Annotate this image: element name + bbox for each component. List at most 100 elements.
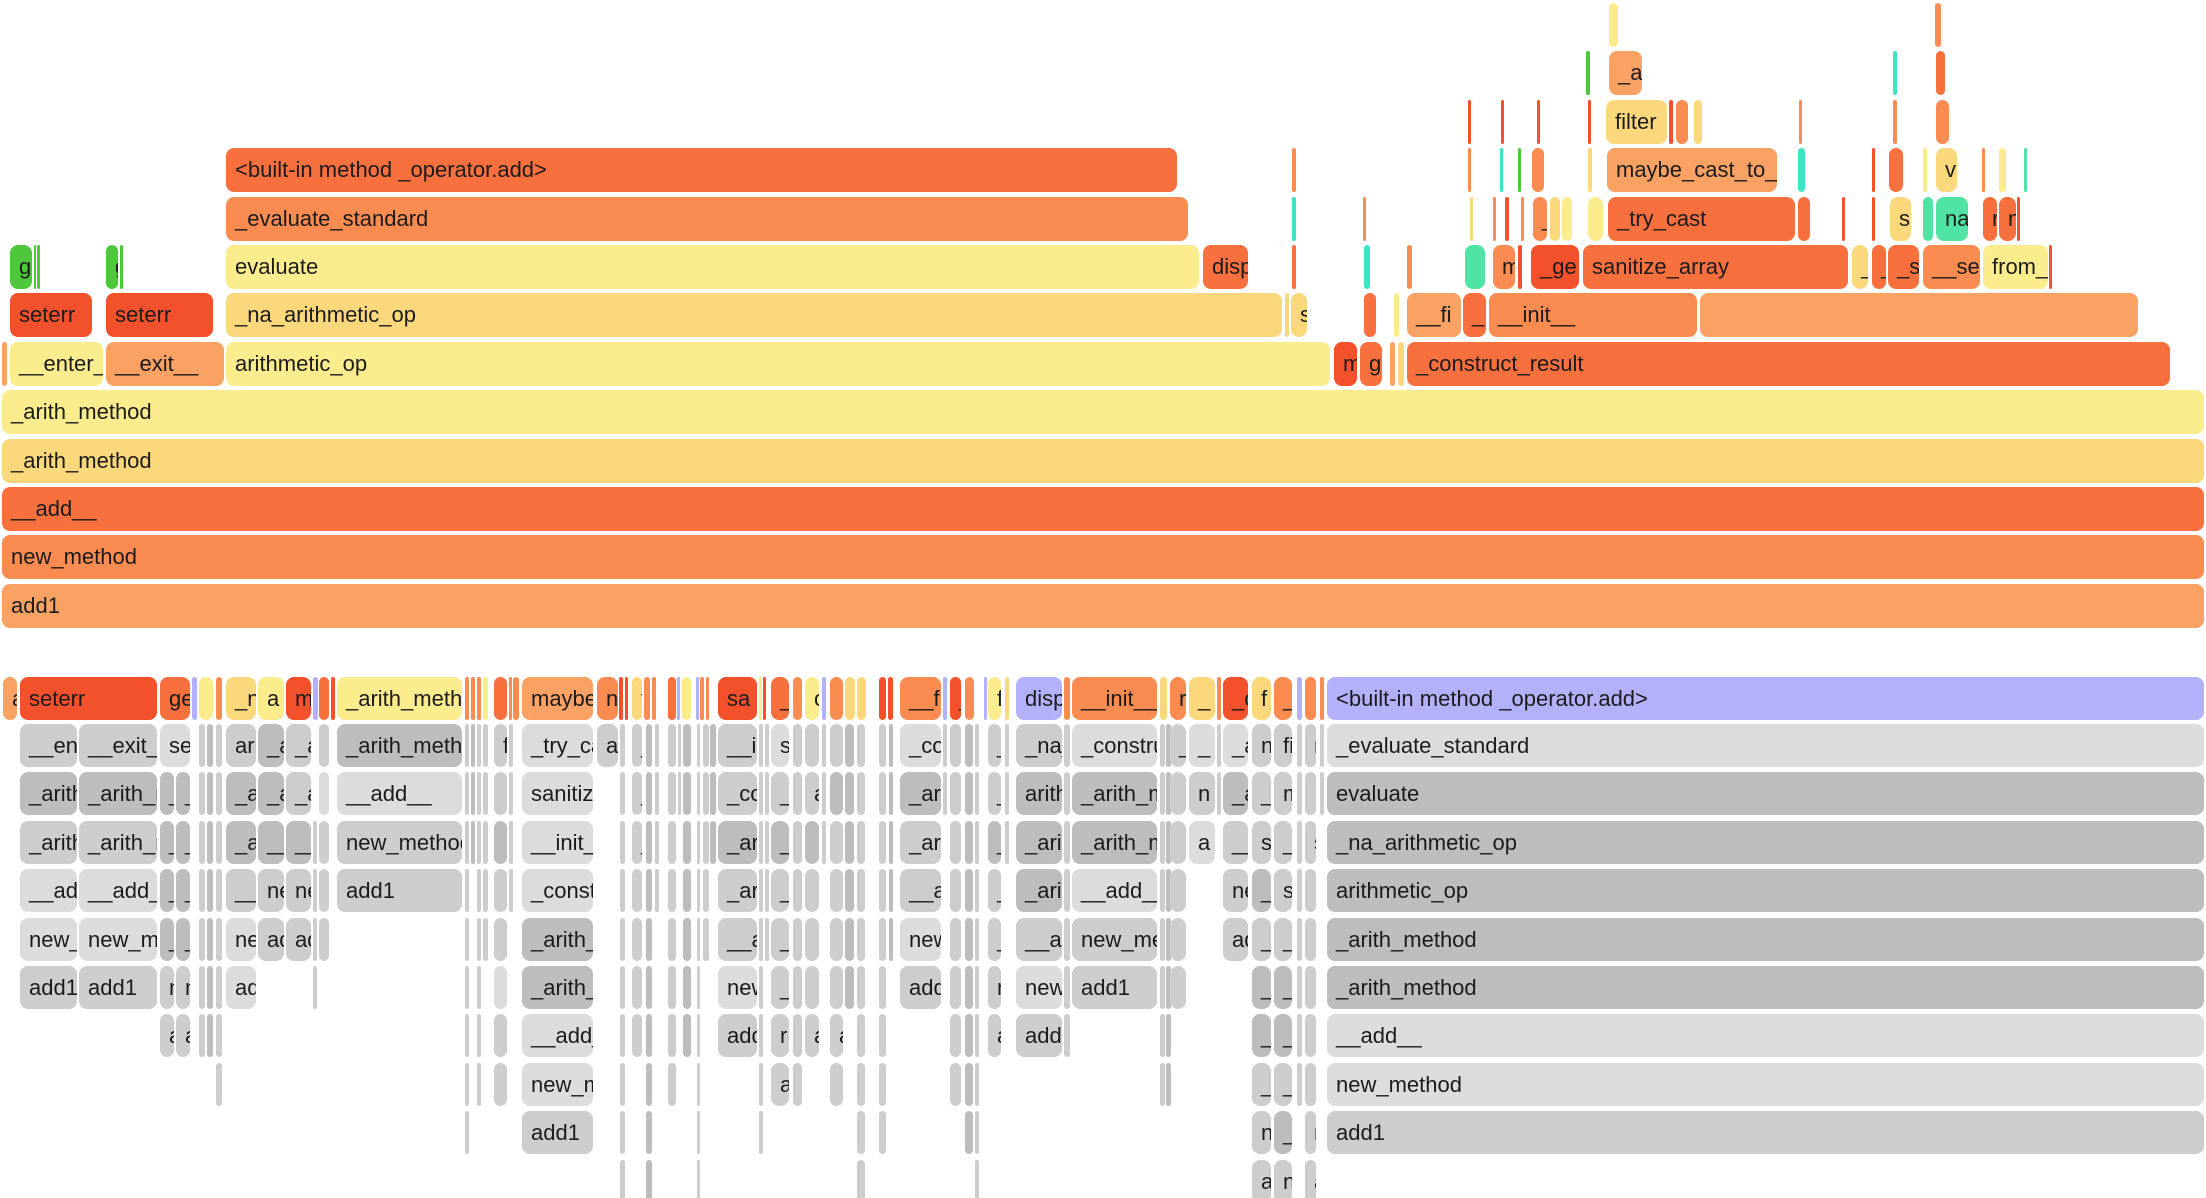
flame-frame[interactable] (1694, 99, 1702, 144)
caller-frame[interactable] (1170, 869, 1186, 913)
caller-frame[interactable] (207, 1014, 213, 1058)
leaf-frame[interactable]: n (597, 677, 618, 720)
leaf-frame[interactable] (1320, 677, 1324, 720)
caller-frame[interactable] (216, 1062, 222, 1106)
flame-frame[interactable] (34, 245, 36, 289)
flame-frame[interactable]: r (1983, 196, 1997, 241)
caller-frame[interactable]: _arith_method (522, 966, 593, 1009)
leaf-frame[interactable] (759, 677, 762, 720)
flame-frame[interactable] (1798, 196, 1810, 241)
caller-frame[interactable]: add1 (286, 917, 311, 961)
caller-frame[interactable] (199, 966, 205, 1009)
leaf-frame[interactable] (192, 677, 197, 720)
caller-frame[interactable] (1160, 1014, 1165, 1058)
caller-frame[interactable] (646, 772, 652, 816)
caller-frame[interactable]: _arith_method (286, 772, 311, 816)
caller-frame[interactable] (830, 966, 843, 1009)
flame-frame[interactable] (1537, 99, 1540, 144)
flame-frame[interactable] (1501, 99, 1504, 144)
flame-frame[interactable] (1398, 341, 1404, 386)
caller-frame[interactable] (199, 724, 205, 767)
flame-frame[interactable]: arithmetic_op (226, 341, 1330, 386)
caller-frame[interactable] (668, 966, 676, 1009)
flame-frame[interactable] (1493, 196, 1496, 241)
leaf-frame[interactable] (879, 677, 886, 720)
caller-frame[interactable] (620, 772, 625, 816)
leaf-frame[interactable] (644, 677, 650, 720)
caller-frame[interactable] (216, 820, 222, 864)
caller-frame[interactable]: __add__ (79, 869, 157, 913)
caller-frame[interactable]: add1 (718, 1014, 757, 1058)
caller-frame[interactable] (477, 917, 481, 961)
caller-frame[interactable]: __enter__ (160, 772, 174, 816)
caller-frame[interactable]: n (988, 966, 1001, 1009)
caller-frame[interactable]: _arith_method (1327, 966, 2204, 1009)
caller-frame[interactable]: a (805, 1014, 819, 1058)
flame-frame[interactable] (1468, 148, 1471, 193)
caller-frame[interactable]: _arith_method (79, 820, 157, 864)
caller-frame[interactable] (950, 1014, 961, 1058)
caller-frame[interactable]: add1 (1072, 966, 1157, 1009)
caller-frame[interactable] (678, 724, 681, 767)
caller-frame[interactable] (1005, 820, 1009, 864)
caller-frame[interactable] (319, 820, 329, 864)
caller-frame[interactable]: _na_arithmetic_op (1016, 724, 1062, 767)
caller-frame[interactable] (313, 966, 317, 1009)
caller-frame[interactable] (509, 869, 513, 913)
caller-frame[interactable] (879, 772, 886, 816)
leaf-frame[interactable]: __f (900, 677, 941, 720)
caller-frame[interactable] (703, 869, 709, 913)
caller-frame[interactable]: f (494, 724, 507, 767)
leaf-frame[interactable] (216, 677, 222, 720)
flame-frame[interactable] (1285, 293, 1289, 338)
flame-frame[interactable] (1588, 99, 1591, 144)
caller-frame[interactable] (889, 772, 893, 816)
leaf-frame[interactable] (1005, 677, 1009, 720)
caller-frame[interactable] (1170, 917, 1186, 961)
caller-frame[interactable] (1297, 724, 1302, 767)
caller-frame[interactable] (494, 1014, 507, 1058)
caller-frame[interactable]: a (1252, 1159, 1271, 1198)
caller-frame[interactable]: new_method (337, 820, 462, 864)
caller-frame[interactable] (494, 772, 507, 816)
caller-frame[interactable] (1166, 966, 1171, 1009)
caller-frame[interactable] (793, 772, 802, 816)
caller-frame[interactable]: _evaluate_standard (1327, 724, 2204, 767)
caller-frame[interactable] (199, 917, 205, 961)
caller-frame[interactable] (471, 772, 475, 816)
caller-frame[interactable] (805, 820, 819, 864)
flame-frame[interactable]: m (1493, 245, 1515, 289)
caller-frame[interactable] (646, 820, 652, 864)
leaf-frame[interactable] (1064, 677, 1070, 720)
leaf-frame[interactable] (477, 677, 481, 720)
flame-frame[interactable] (1364, 245, 1370, 289)
caller-frame[interactable]: __add__ (900, 869, 941, 913)
caller-frame[interactable] (683, 1014, 691, 1058)
caller-frame[interactable] (879, 1062, 886, 1106)
caller-frame[interactable]: a (1189, 820, 1215, 864)
caller-frame[interactable] (494, 917, 507, 961)
caller-frame[interactable]: fi (1274, 724, 1292, 767)
leaf-frame[interactable] (1297, 677, 1302, 720)
caller-frame[interactable] (477, 772, 481, 816)
caller-frame[interactable] (207, 724, 213, 767)
leaf-frame[interactable]: disp (1016, 677, 1062, 720)
caller-frame[interactable] (632, 917, 642, 961)
leaf-frame[interactable]: i (965, 677, 974, 720)
caller-frame[interactable] (477, 1014, 481, 1058)
caller-frame[interactable]: new_method (1223, 869, 1248, 913)
caller-frame[interactable] (216, 917, 222, 961)
caller-frame[interactable] (950, 1062, 961, 1106)
caller-frame[interactable]: add1 (176, 1014, 190, 1058)
caller-frame[interactable]: __init__ (718, 724, 757, 767)
caller-frame[interactable] (759, 1111, 763, 1155)
caller-frame[interactable] (668, 724, 676, 767)
leaf-frame[interactable] (845, 677, 855, 720)
caller-frame[interactable]: _arith_method (1072, 820, 1157, 864)
leaf-frame[interactable] (677, 677, 680, 720)
flame-frame[interactable]: g (1360, 341, 1382, 386)
flame-frame[interactable] (1292, 245, 1296, 289)
flame-frame[interactable]: m (1334, 341, 1357, 386)
caller-frame[interactable]: __init__ (522, 820, 593, 864)
caller-frame[interactable] (845, 966, 854, 1009)
